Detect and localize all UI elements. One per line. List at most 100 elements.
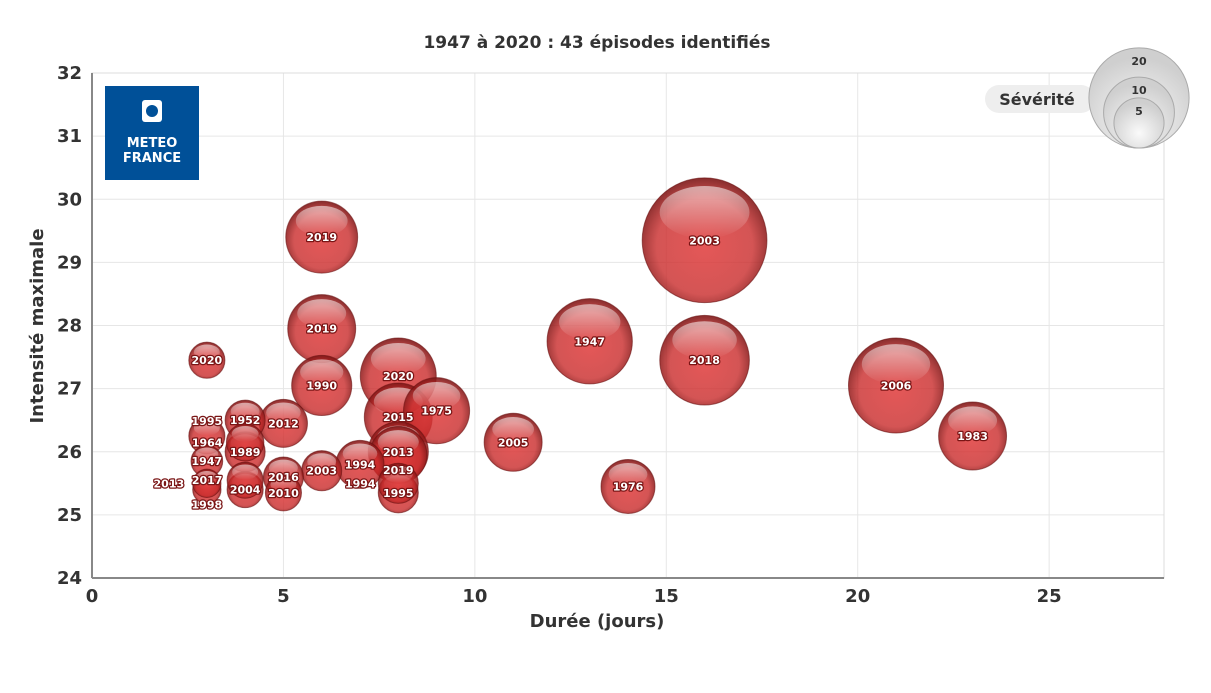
bubble-label: 1994 <box>345 477 376 490</box>
bubble-label: 2016 <box>268 471 299 484</box>
bubble-highlight <box>195 447 219 461</box>
bubble-label: 1947 <box>574 335 605 348</box>
bubble-label: 1964 <box>192 436 223 449</box>
x-tick-label: 10 <box>462 586 487 607</box>
x-tick-label: 25 <box>1037 586 1062 607</box>
legend-bubble-5 <box>1113 97 1165 149</box>
bubble-highlight <box>196 470 218 483</box>
y-tick-label: 25 <box>57 505 82 526</box>
bubble-label: 1975 <box>421 405 452 418</box>
bubble-label: 2003 <box>306 465 337 478</box>
y-tick-label: 27 <box>57 379 82 400</box>
bubble-1983 <box>938 401 1008 471</box>
bubble-label: 1998 <box>192 499 223 512</box>
bubble-2006 <box>847 337 945 434</box>
bubble-label: 2019 <box>306 323 337 336</box>
bubble-label: 2010 <box>268 487 299 500</box>
bubble-label: 1983 <box>957 430 988 443</box>
bubble-2005 <box>483 412 543 472</box>
bubble-1947 <box>546 298 633 385</box>
bubble-2020 <box>188 341 226 379</box>
x-tick-label: 0 <box>86 586 99 607</box>
bubble-highlight <box>297 299 347 328</box>
y-tick-label: 32 <box>57 63 82 84</box>
bubble-label: 1995 <box>192 415 223 428</box>
bubble-2013 <box>192 468 222 498</box>
bubble-highlight <box>266 402 301 423</box>
bubble-1947 <box>190 444 224 478</box>
bubble-highlight <box>231 425 259 442</box>
bubble-label: 2019 <box>306 231 337 244</box>
bubble-highlight <box>377 430 419 455</box>
axes: 24 25 26 27 28 29 30 31 32 0 5 10 15 20 25 <box>57 63 1165 607</box>
bubble-highlight <box>861 344 931 385</box>
bubble-highlight <box>672 321 737 359</box>
bubble-label: 2019 <box>383 464 414 477</box>
bubble-highlight <box>412 381 461 410</box>
bubbles <box>188 177 1008 514</box>
meteo-france-logo: METEO FRANCE <box>105 86 199 180</box>
bubble-highlight <box>295 205 348 237</box>
bubble-label: 2013 <box>154 477 185 490</box>
bubble-highlight <box>300 359 344 385</box>
legend-size-label: 5 <box>1135 105 1143 118</box>
bubble-highlight <box>193 344 220 360</box>
bubble-label: 1995 <box>383 487 414 500</box>
bubble-label: 1990 <box>306 379 337 392</box>
bubble-label: 1947 <box>192 455 223 468</box>
bubble-highlight <box>659 186 750 239</box>
legend-size-label: 20 <box>1131 55 1147 68</box>
bubble-2010 <box>264 474 302 512</box>
legend-title-bg <box>985 85 1095 113</box>
x-tick-label: 20 <box>845 586 870 607</box>
x-axis-title: Durée (jours) <box>530 611 665 632</box>
bubble-2018 <box>659 314 750 406</box>
bubble-2012 <box>258 398 308 448</box>
y-tick-label: 29 <box>57 252 82 273</box>
bubble-label: 2013 <box>383 446 414 459</box>
x-tick-label: 5 <box>277 586 290 607</box>
bubble-labels: 2003 2006 2018 1947 2020 2019 1983 2019 2015 1975… <box>152 230 989 513</box>
y-tick-label: 31 <box>57 126 82 147</box>
bubble-label: 2006 <box>881 379 912 392</box>
y-tick-label: 26 <box>57 442 82 463</box>
bubble-highlight <box>232 464 259 480</box>
bubble-1994 <box>377 462 419 504</box>
bubble-label: 2004 <box>230 484 261 497</box>
bubble-highlight <box>370 342 426 375</box>
bubble-label: 2012 <box>268 417 299 430</box>
bubble-highlight <box>559 304 621 341</box>
bubble-highlight <box>383 465 413 483</box>
bubble-2019 <box>285 200 359 274</box>
bubble-label: 2018 <box>689 354 720 367</box>
legend-title: Sévérité <box>999 90 1075 109</box>
bubble-highlight <box>307 453 337 471</box>
bubble-1994 <box>335 439 385 489</box>
bubble-highlight <box>193 420 220 436</box>
bubble-highlight <box>948 406 998 435</box>
y-axis-title: Intensité maximale <box>27 228 48 423</box>
y-tick-label: 28 <box>57 316 82 337</box>
bubble-2017 <box>226 461 264 499</box>
bubble-highlight <box>270 477 297 493</box>
bubble-1976 <box>600 458 656 514</box>
bubble-label: 2020 <box>192 354 223 367</box>
bubble-label: 2017 <box>192 474 223 487</box>
svg-text:FRANCE: FRANCE <box>123 151 181 166</box>
bubble-label: 1994 <box>345 458 376 471</box>
legend: Sévérité 20 10 5 <box>985 47 1190 149</box>
bubble-label: 1976 <box>613 480 644 493</box>
bubble-1995 <box>188 417 226 455</box>
y-tick-label: 30 <box>57 189 82 210</box>
svg-text:METEO: METEO <box>127 136 178 151</box>
y-tick-label: 24 <box>57 568 82 589</box>
bubble-1964 <box>225 423 265 462</box>
bubble-highlight <box>342 443 378 464</box>
bubble-1990 <box>291 354 353 417</box>
x-tick-label: 15 <box>654 586 679 607</box>
bubble-2003 <box>641 177 768 304</box>
bubble-highlight <box>608 463 648 486</box>
bubble-label: 2015 <box>383 411 414 424</box>
bubble-label: 2020 <box>383 370 414 383</box>
